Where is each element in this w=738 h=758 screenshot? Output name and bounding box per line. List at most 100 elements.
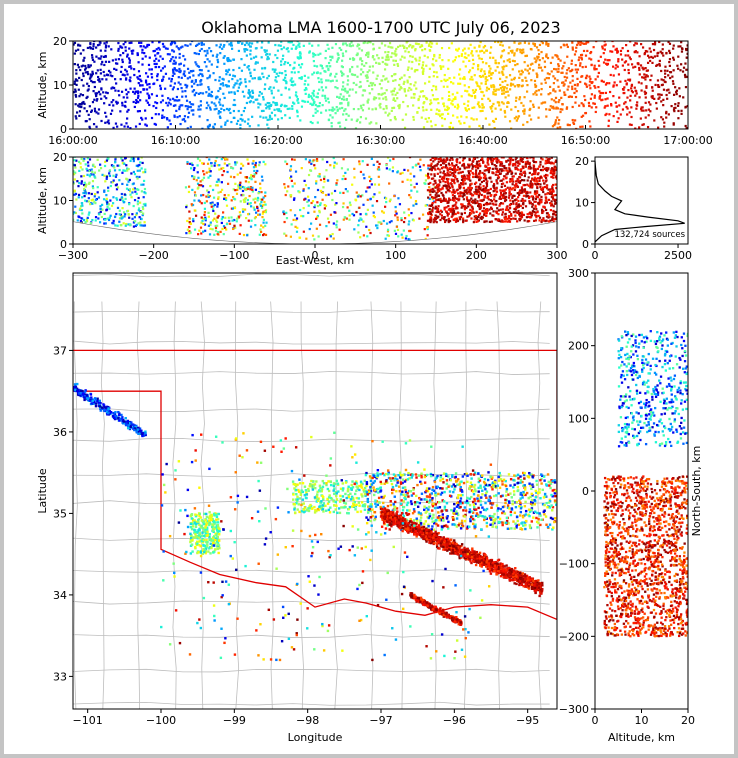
time-altitude-source-point (89, 64, 92, 67)
east-west-source-point (86, 169, 89, 172)
time-altitude-source-point (487, 87, 490, 91)
time-altitude-source-point (667, 113, 670, 116)
time-altitude-source-point (346, 75, 349, 78)
time-altitude-source-point (526, 121, 529, 124)
east-west-source-point (211, 201, 214, 204)
east-west-source-point (461, 191, 464, 195)
time-altitude-source-point (615, 84, 618, 87)
east-west-source-point (368, 179, 372, 183)
time-altitude-source-point (464, 108, 468, 111)
time-altitude-source-point (136, 110, 140, 113)
time-altitude-source-point (144, 117, 147, 120)
east-west-source-point (252, 206, 255, 209)
east-west-source-point (245, 216, 248, 220)
time-altitude-source-point (658, 85, 661, 88)
east-west-source-point (555, 174, 557, 177)
time-altitude-source-point (367, 51, 370, 54)
time-altitude-source-point (257, 102, 260, 105)
east-west-source-point (432, 197, 435, 200)
time-altitude-source-point (671, 75, 674, 78)
time-altitude-source-point (544, 81, 547, 84)
east-west-source-point (295, 217, 299, 220)
east-west-source-point (531, 195, 534, 198)
east-west-source-point (209, 223, 212, 226)
east-west-source-point (389, 159, 392, 162)
time-altitude-source-point (684, 124, 687, 128)
east-west-source-point (331, 232, 334, 236)
east-west-source-point (202, 222, 205, 225)
time-altitude-source-point (482, 106, 485, 109)
east-west-source-point (462, 220, 465, 224)
time-altitude-source-point (551, 56, 554, 59)
time-altitude-source-point (389, 46, 392, 49)
east-west-source-point (514, 163, 517, 167)
time-altitude-source-point (435, 59, 438, 62)
east-west-source-point (261, 215, 264, 219)
time-altitude-source-point (561, 67, 564, 70)
time-altitude-source-point (385, 63, 388, 66)
time-altitude-source-point (402, 82, 405, 85)
time-altitude-source-point (406, 68, 410, 71)
time-altitude-source-point (520, 101, 523, 105)
east-west-source-point (226, 158, 229, 161)
east-west-source-point (455, 205, 458, 209)
east-west-source-point (515, 202, 518, 205)
east-west-source-point (400, 218, 403, 222)
east-west-source-point (503, 166, 506, 170)
time-altitude-source-point (146, 45, 149, 48)
time-altitude-source-point (645, 86, 648, 89)
time-altitude-source-point (523, 108, 526, 111)
time-altitude-source-point (475, 118, 478, 121)
time-altitude-source-point (171, 49, 174, 52)
east-west-source-point (188, 225, 191, 229)
time-altitude-source-point (540, 87, 543, 91)
time-altitude-source-point (256, 41, 259, 44)
time-altitude-source-point (638, 126, 641, 129)
east-west-source-point (135, 164, 138, 167)
time-altitude-source-point (334, 112, 337, 115)
time-altitude-source-point (638, 96, 641, 99)
time-altitude-source-point (378, 82, 381, 86)
time-altitude-source-point (178, 67, 181, 71)
east-west-source-point (513, 194, 516, 198)
east-west-source-point (378, 162, 381, 166)
time-altitude-source-point (602, 52, 605, 55)
time-altitude-source-point (511, 59, 514, 62)
time-altitude-source-point (237, 86, 241, 89)
time-altitude-source-point (326, 97, 330, 100)
east-west-source-point (456, 168, 459, 171)
time-altitude-source-point (120, 46, 124, 49)
time-altitude-source-point (382, 97, 385, 100)
time-altitude-source-point (320, 78, 323, 81)
time-altitude-source-point (248, 91, 251, 94)
time-altitude-source-point (456, 116, 459, 119)
time-altitude-source-point (327, 101, 331, 104)
east-west-source-point (119, 198, 122, 201)
east-west-source-point (486, 192, 489, 195)
time-altitude-source-point (284, 114, 287, 117)
time-altitude-source-point (99, 93, 102, 96)
time-altitude-source-point (478, 85, 481, 88)
time-altitude-source-point (549, 105, 552, 108)
east-west-source-point (186, 219, 189, 223)
time-altitude-source-point (199, 72, 202, 76)
east-west-source-point (370, 183, 373, 186)
east-west-source-point (231, 219, 234, 222)
east-west-source-point (527, 196, 531, 200)
east-west-source-point (426, 234, 429, 237)
east-west-source-point (73, 193, 76, 196)
time-altitude-source-point (170, 77, 174, 81)
east-west-source-point (523, 189, 527, 192)
time-altitude-source-point (414, 81, 417, 84)
east-west-source-point (542, 179, 545, 182)
east-west-source-point (463, 179, 466, 182)
time-altitude-source-point (117, 47, 120, 51)
east-west-source-point (429, 211, 432, 214)
east-west-source-point (108, 207, 111, 210)
east-west-source-point (462, 186, 465, 190)
time-altitude-source-point (401, 118, 404, 121)
time-altitude-source-point (352, 58, 355, 62)
time-altitude-source-point (398, 88, 401, 91)
time-altitude-source-point (446, 78, 449, 82)
time-altitude-source-point (513, 60, 516, 63)
